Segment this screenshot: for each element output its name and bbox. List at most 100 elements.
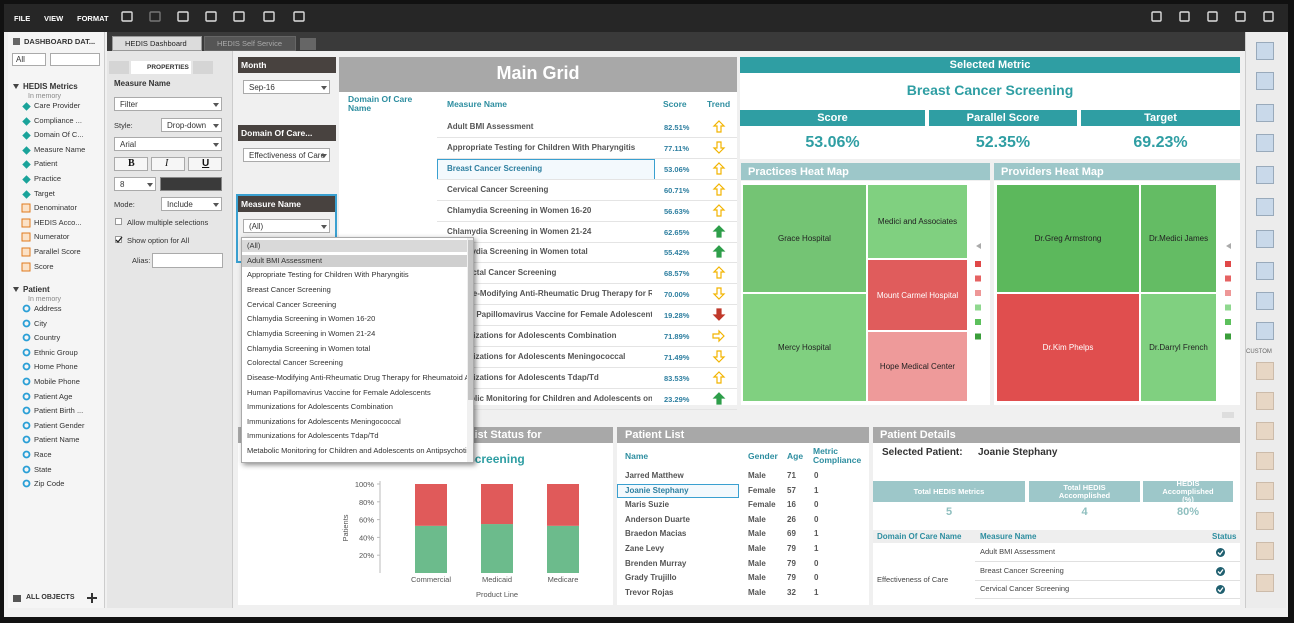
- widget-icon[interactable]: [1256, 574, 1274, 592]
- format-button-label[interactable]: U: [202, 158, 210, 169]
- heat-cell[interactable]: Dr.Medici James: [1141, 185, 1216, 292]
- measure-name[interactable]: Metabolic Monitoring for Children and Ad…: [447, 393, 652, 403]
- dropdown-option[interactable]: Colorectal Cancer Screening: [247, 358, 343, 368]
- field-name[interactable]: Mobile Phone: [34, 377, 80, 386]
- widget-icon[interactable]: [1256, 542, 1274, 560]
- heat-cell-label[interactable]: Mercy Hospital: [778, 343, 831, 352]
- dropdown-option[interactable]: Immunizations for Adolescents Combinatio…: [247, 402, 393, 412]
- patient-name[interactable]: Maris Suzie: [625, 500, 670, 510]
- heat-cell[interactable]: Hope Medical Center: [868, 332, 967, 401]
- heat-cell-label[interactable]: Dr.Kim Phelps: [1042, 343, 1094, 352]
- widget-icon[interactable]: [1256, 322, 1274, 340]
- widget-icon[interactable]: [1256, 362, 1274, 380]
- widget-icon[interactable]: [1256, 452, 1274, 470]
- field-name[interactable]: Zip Code: [34, 479, 65, 489]
- tab-icon[interactable]: [109, 61, 129, 74]
- dropdown-option[interactable]: Breast Cancer Screening: [247, 284, 331, 294]
- select-value[interactable]: 8: [120, 180, 125, 189]
- field-name[interactable]: Ethnic Group: [34, 347, 78, 357]
- widget-icon[interactable]: [1256, 230, 1274, 248]
- dropdown-option[interactable]: Appropriate Testing for Children With Ph…: [247, 270, 409, 280]
- select[interactable]: Arial: [114, 137, 222, 151]
- dropdown-list[interactable]: (All) Adult BMI Assessment Appropriate Tes…: [241, 237, 474, 463]
- widget-icon[interactable]: [1256, 166, 1274, 184]
- field-name[interactable]: Denominator: [34, 203, 77, 213]
- alias-input[interactable]: [152, 253, 223, 268]
- field-name[interactable]: Domain Of C...: [34, 130, 84, 140]
- widget-icon[interactable]: [1256, 392, 1274, 410]
- select-value[interactable]: (All): [249, 222, 264, 231]
- format-button-label[interactable]: B: [128, 158, 135, 169]
- select[interactable]: (All): [243, 219, 330, 233]
- tab-active[interactable]: [112, 36, 202, 51]
- scrollbar-thumb[interactable]: [468, 240, 473, 400]
- select[interactable]: Include: [161, 197, 222, 211]
- measure-name[interactable]: Disease-Modifying Anti-Rheumatic Drug Th…: [447, 289, 652, 299]
- tab-label[interactable]: HEDIS Dashboard: [125, 39, 187, 48]
- dataset-filter[interactable]: [12, 53, 46, 66]
- measure-name[interactable]: Immunizations for Adolescents Meningococ…: [447, 351, 626, 361]
- heat-cell[interactable]: Mercy Hospital: [743, 294, 866, 401]
- patient-name[interactable]: Joanie Stephany: [625, 485, 689, 495]
- measure-name[interactable]: Chlamydia Screening in Women 21-24: [447, 226, 592, 236]
- menu-item[interactable]: VIEW: [44, 14, 64, 23]
- dropdown-option[interactable]: Chlamydia Screening in Women total: [247, 343, 371, 353]
- widget-icon[interactable]: [1256, 72, 1274, 90]
- heat-cell-label[interactable]: Dr.Medici James: [1148, 234, 1209, 243]
- widget-icon[interactable]: [1256, 512, 1274, 530]
- widget-icon[interactable]: [1256, 422, 1274, 440]
- heat-cell-label[interactable]: Dr.Darryl French: [1149, 343, 1208, 352]
- widget-icon[interactable]: [1256, 42, 1274, 60]
- field-name[interactable]: Care Provider: [34, 101, 81, 110]
- heat-cell[interactable]: Dr.Kim Phelps: [997, 294, 1139, 401]
- select-value[interactable]: Drop-down: [167, 121, 207, 130]
- field-name[interactable]: Patient: [34, 159, 58, 169]
- all-objects[interactable]: ALL OBJECTS: [26, 594, 75, 601]
- dropdown-option[interactable]: Chlamydia Screening in Women 16-20: [247, 314, 376, 324]
- dropdown-option[interactable]: (All): [247, 241, 261, 250]
- measure-name[interactable]: Colorectal Cancer Screening: [447, 268, 557, 278]
- heat-cell-label[interactable]: Hope Medical Center: [879, 362, 956, 371]
- select[interactable]: Effectiveness of Care: [243, 148, 330, 162]
- field-name[interactable]: Patient Birth ...: [34, 406, 84, 416]
- properties-tab-label[interactable]: PROPERTIES: [147, 64, 189, 71]
- select-value[interactable]: Arial: [120, 140, 137, 149]
- dropdown-option[interactable]: Chlamydia Screening in Women 21-24: [247, 328, 376, 338]
- field-name[interactable]: Compliance ...: [34, 115, 82, 125]
- heat-cell[interactable]: Mount Carmel Hospital: [868, 260, 967, 330]
- heat-cell[interactable]: Grace Hospital: [743, 185, 866, 292]
- widget-icon[interactable]: [1256, 104, 1274, 122]
- field-name[interactable]: City: [34, 318, 47, 328]
- heat-cell-label[interactable]: Medici and Associates: [877, 217, 958, 226]
- dataset-filter-value[interactable]: All: [16, 55, 25, 64]
- tab-label[interactable]: HEDIS Self Service: [217, 39, 283, 48]
- widget-icon[interactable]: [1256, 292, 1274, 310]
- checkbox-label[interactable]: Show option for All: [127, 236, 190, 245]
- dropdown-option[interactable]: Metabolic Monitoring for Children and Ad…: [247, 446, 468, 456]
- add-tab[interactable]: [300, 38, 316, 50]
- properties-tab[interactable]: [131, 61, 191, 74]
- format-button-label[interactable]: I: [165, 158, 169, 169]
- field-name[interactable]: Numerator: [34, 232, 70, 242]
- checkbox-checked[interactable]: [115, 236, 122, 243]
- heat-cell-label[interactable]: Dr.Greg Armstrong: [1034, 234, 1102, 243]
- select[interactable]: Sep-16: [243, 80, 330, 94]
- menu-item[interactable]: FORMAT: [77, 14, 109, 23]
- heat-cell-label[interactable]: Grace Hospital: [778, 234, 831, 243]
- patient-name[interactable]: Grady Trujillo: [625, 573, 677, 583]
- tab-icon[interactable]: [193, 61, 213, 74]
- color-swatch[interactable]: [160, 177, 222, 191]
- select-value[interactable]: Filter: [120, 100, 138, 109]
- widget-icon[interactable]: [1256, 482, 1274, 500]
- format-button[interactable]: [114, 157, 148, 171]
- select-value[interactable]: Effectiveness of Care: [249, 151, 325, 160]
- measure-name[interactable]: Chlamydia Screening in Women 16-20: [447, 205, 592, 215]
- measure-name[interactable]: Breast Cancer Screening: [447, 163, 543, 173]
- checkbox-label[interactable]: Allow multiple selections: [127, 218, 209, 227]
- measure-name[interactable]: Cervical Cancer Screening: [447, 184, 549, 194]
- checkbox[interactable]: [115, 218, 122, 225]
- heat-cell[interactable]: Dr.Greg Armstrong: [997, 185, 1139, 292]
- field-name[interactable]: Country: [34, 333, 61, 343]
- patient-name[interactable]: Braedon Macias: [625, 529, 687, 539]
- patient-name[interactable]: Zane Levy: [625, 544, 665, 553]
